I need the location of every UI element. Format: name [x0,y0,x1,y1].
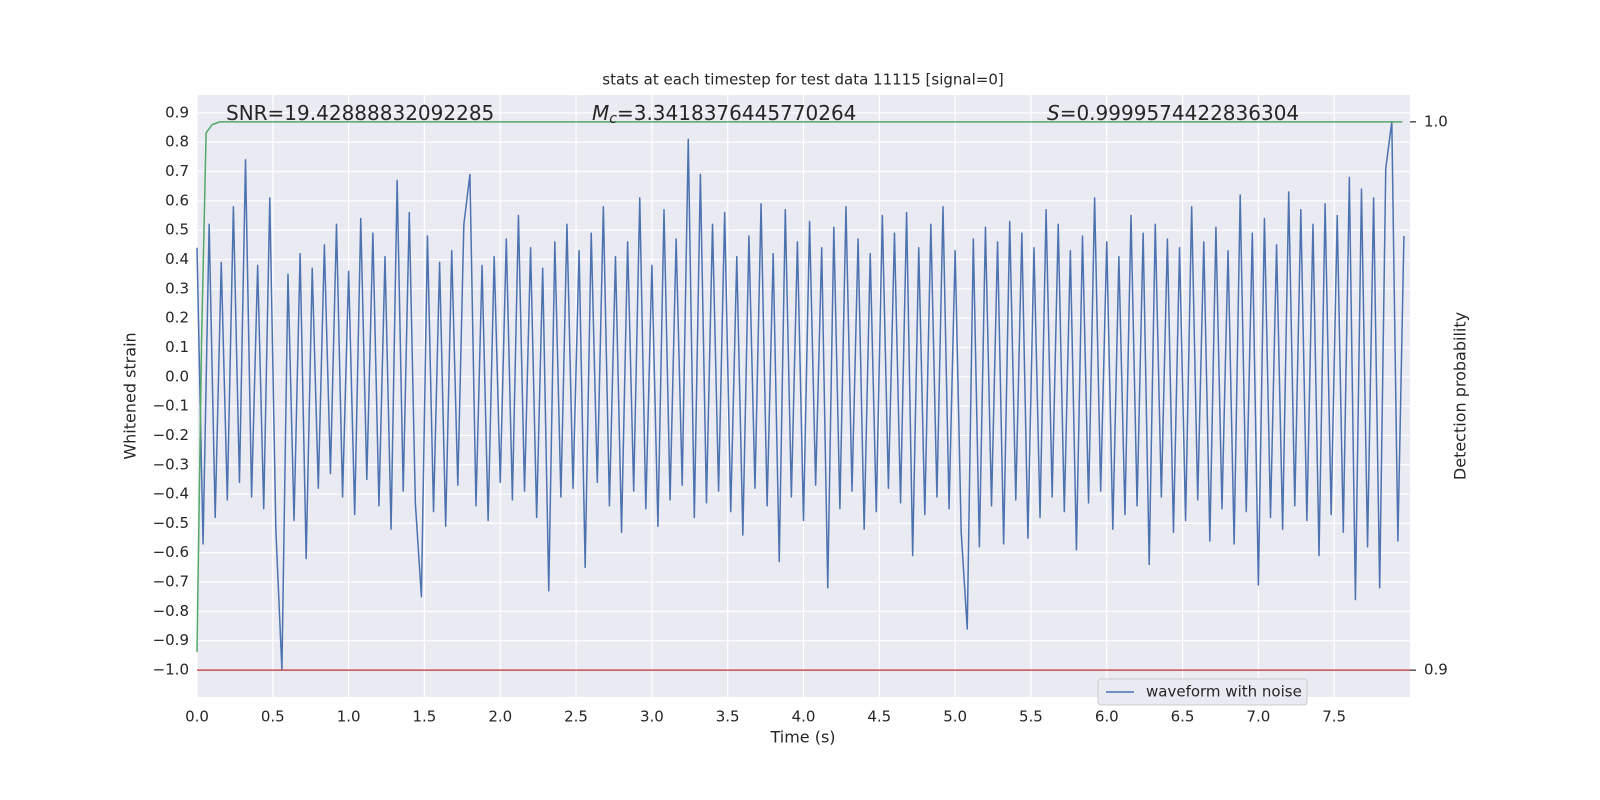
y2-tick-label: 0.9 [1424,661,1448,679]
x-tick-label: 7.0 [1246,708,1270,726]
y-tick-label: 0.5 [165,221,189,239]
y-tick-label: −0.6 [153,543,189,561]
y-tick-label: 0.6 [165,191,189,209]
y2-tick-label: 1.0 [1424,112,1448,130]
y-axis-label: Whitened strain [121,332,140,459]
legend-box [1097,678,1308,706]
y-tick-label: 0.2 [165,309,189,327]
series-line [196,121,1403,653]
x-tick-label: 6.5 [1171,708,1195,726]
x-tick-label: 1.0 [337,708,361,726]
series-line [196,120,1405,671]
annotation-symbol: M [592,101,609,125]
x-tick-label: 0.0 [185,708,209,726]
annotation-symbol: S [1047,101,1060,125]
chart-title: stats at each timestep for test data 111… [602,71,1003,89]
annotation-text: =3.3418376445770264 [617,101,856,125]
x-tick-label: 1.5 [413,708,437,726]
annotation-text: SNR=19.42888832092285 [226,101,494,125]
x-tick-label: 6.0 [1095,708,1119,726]
y2-axis-label: Detection probability [1451,312,1470,480]
y-tick-label: 0.0 [165,367,189,385]
annotation: SNR=19.42888832092285 [226,101,494,125]
annotation: S=0.9999574422836304 [1047,101,1299,125]
x-tick-label: 4.5 [867,708,891,726]
x-tick-label: 2.5 [564,708,588,726]
y-tick-label: 0.8 [165,133,189,151]
y-tick-label: −0.4 [153,485,189,503]
x-tick-label: 0.5 [261,708,285,726]
x-axis-label: Time (s) [769,728,835,747]
y-tick-label: −0.3 [153,455,189,473]
y-tick-label: −0.2 [153,426,189,444]
annotation: Mc=3.3418376445770264 [592,101,856,128]
y-tick-label: −0.7 [153,573,189,591]
x-tick-label: 4.0 [792,708,816,726]
y-tick-label: 0.4 [165,250,189,268]
y-tick-label: 0.3 [165,279,189,297]
x-tick-label: 3.5 [716,708,740,726]
x-tick-label: 5.5 [1019,708,1043,726]
y-tick-label: 0.9 [165,103,189,121]
y-tick-label: −0.9 [153,631,189,649]
y-tick-label: 0.1 [165,338,189,356]
annotation-text: =0.9999574422836304 [1060,101,1299,125]
annotation-subscript: c [609,111,617,127]
y-tick-label: −0.1 [153,397,189,415]
y-tick-label: 0.7 [165,162,189,180]
legend-label: waveform with noise [1146,683,1302,701]
y-tick-label: −0.8 [153,602,189,620]
x-tick-label: 5.0 [943,708,967,726]
x-tick-label: 7.5 [1322,708,1346,726]
y-tick-label: −0.5 [153,514,189,532]
x-tick-label: 2.0 [488,708,512,726]
y-tick-label: −1.0 [153,661,189,679]
x-tick-label: 3.0 [640,708,664,726]
